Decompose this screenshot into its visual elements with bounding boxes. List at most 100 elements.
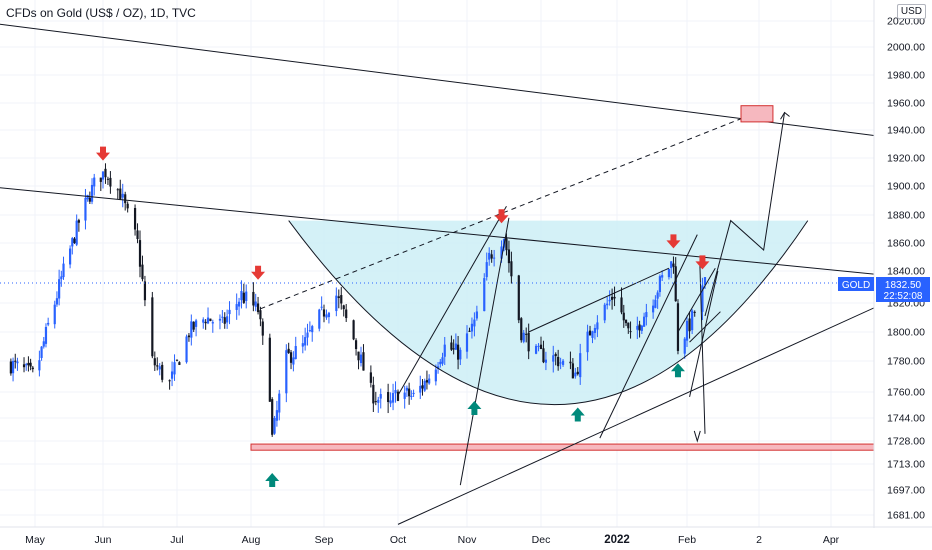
candle-body (452, 348, 455, 350)
candle-body (259, 310, 262, 320)
candle-body (252, 291, 255, 306)
candle-body (58, 279, 61, 299)
price-tick-label: 1900.00 (887, 181, 925, 193)
candle-body (325, 314, 328, 318)
up-arrow-icon (467, 401, 482, 415)
candle-body (576, 371, 579, 375)
candle-body (11, 360, 15, 374)
candle-body (450, 342, 453, 350)
candle-body (468, 330, 471, 332)
candle-body (285, 350, 288, 394)
candle-body (308, 330, 311, 332)
candle-body (47, 322, 50, 325)
candle-body (289, 352, 293, 363)
candle-body (421, 385, 424, 389)
candle-body (561, 360, 565, 365)
candle-body (408, 388, 411, 397)
candle-body (622, 312, 625, 321)
symbol-label-box (838, 277, 874, 291)
candle-body (591, 331, 594, 338)
price-tick-label: 1744.00 (887, 413, 925, 425)
candle-body (473, 319, 476, 327)
candle-body (661, 275, 664, 278)
candle-body (542, 348, 545, 363)
handle-line (689, 311, 721, 343)
candle-body (292, 357, 295, 365)
candle-body (691, 310, 694, 331)
candle-body (86, 194, 89, 200)
time-tick-label: Nov (458, 534, 477, 546)
up-arrow-icon (670, 363, 685, 378)
candle-body (68, 248, 72, 265)
candle-body (211, 322, 214, 324)
candle-body (638, 324, 641, 331)
up-arrow-icon (265, 473, 280, 487)
candle-body (454, 343, 457, 350)
candle-body (588, 330, 592, 336)
candle-body (574, 372, 577, 377)
handle-line (677, 267, 716, 333)
time-tick-label: 2022 (604, 534, 630, 546)
candle-body (552, 355, 555, 362)
price-tick-label: 1760.00 (887, 387, 925, 399)
candle-body (173, 362, 176, 375)
time-axis[interactable]: May Jun Jul Aug Sep Oct Nov Dec 2022 Feb 2 Apr (25, 534, 840, 546)
candle-body (138, 240, 142, 267)
candle-body (101, 171, 105, 180)
chart-title: CFDs on Gold (US$ / OZ), 1D, TVC (6, 6, 196, 20)
price-tick-label: 1980.00 (887, 70, 925, 82)
handle-line (528, 267, 670, 333)
bar-countdown: 22:52:08 (884, 291, 923, 302)
time-tick-label: Dec (532, 534, 551, 546)
candle-body (158, 366, 161, 370)
candle-body (126, 203, 129, 209)
candle-body (483, 278, 486, 312)
down-arrow-icon (666, 234, 681, 249)
target-zone-box (740, 105, 774, 123)
rising-support-line (397, 307, 874, 525)
price-axis[interactable]: 2020.002000.001980.001960.001940.001920.… (887, 16, 925, 522)
candle-body (362, 352, 365, 371)
candle-body (318, 309, 321, 329)
candle-body (287, 348, 290, 353)
candle-body (425, 380, 429, 383)
candle-body (273, 417, 276, 434)
candle-body (613, 296, 616, 299)
candle-body (693, 311, 696, 313)
support-zone (250, 443, 874, 451)
down-arrow-icon (494, 209, 509, 224)
price-tick-label: 1880.00 (887, 210, 925, 222)
candle-body (396, 391, 400, 401)
candle-body (593, 327, 597, 333)
candle-body (306, 332, 309, 338)
candle-body (141, 264, 144, 280)
candle-body (475, 311, 478, 319)
price-tick-label: 1960.00 (887, 98, 925, 110)
candle-body (335, 295, 338, 312)
candles-layer (9, 163, 707, 437)
candle-body (372, 384, 375, 404)
candle-body (352, 320, 355, 340)
candle-body (84, 197, 87, 221)
candle-body (161, 364, 164, 380)
candle-body (688, 318, 691, 332)
candle-body (16, 361, 19, 364)
candle-body (493, 257, 496, 259)
dashed-projection-line (260, 109, 764, 310)
candle-body (534, 345, 538, 354)
candle-body (539, 344, 543, 350)
candle-body (175, 359, 179, 361)
price-tick-label: 1681.00 (887, 510, 925, 522)
time-tick-label: Aug (242, 534, 261, 546)
cup-pattern-fill (288, 220, 808, 405)
currency-label[interactable]: USD (896, 4, 926, 19)
candle-body (320, 306, 323, 308)
candle-body (133, 208, 137, 230)
candle-body (29, 362, 32, 367)
candle-body (221, 316, 224, 318)
candle-body (268, 337, 271, 402)
candle-body (557, 356, 560, 367)
candle-body (53, 304, 56, 325)
candle-body (507, 249, 511, 264)
down-arrow-icon (695, 255, 710, 270)
